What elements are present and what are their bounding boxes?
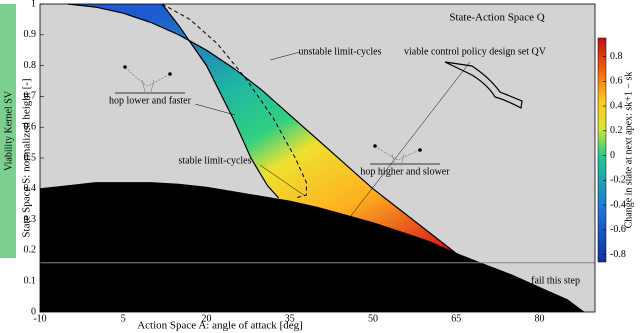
- colorbar-tick-label: 0.6: [610, 76, 623, 87]
- y-tick-label: 0.7: [24, 91, 37, 102]
- colorbar: [597, 37, 607, 263]
- infeasible-region: [40, 182, 595, 312]
- annotation: stable limit-cycles: [178, 155, 251, 166]
- annotation: hop higher and slower: [360, 166, 450, 177]
- viability-bar: [0, 4, 16, 258]
- x-tick-label: 80: [535, 313, 545, 324]
- colorbar-tick-label: -0.4: [610, 199, 626, 210]
- viable-region: [67, 4, 468, 262]
- y-tick-label: 0.4: [24, 183, 37, 194]
- viable-boundary: [67, 3, 468, 262]
- annotation-leader: [259, 164, 306, 197]
- x-tick-label: 35: [285, 313, 295, 324]
- annotation: infeasible state-action pair: [62, 286, 168, 297]
- hop-mass: [418, 148, 422, 152]
- y-tick-label: 0.8: [24, 60, 37, 71]
- colorbar-label: Change in state at next apex: sk+1 − sk: [623, 72, 634, 229]
- x-axis-label: Action Space A: angle of attack [deg]: [137, 320, 303, 332]
- plot-frame: [39, 3, 596, 313]
- annotation: hop lower and faster: [109, 95, 192, 106]
- policy-set: [444, 61, 523, 109]
- x-tick-label: -10: [33, 313, 46, 324]
- colorbar-tick-label: -0.8: [610, 249, 626, 260]
- annotation-leader: [194, 103, 236, 116]
- colorbar-tick-label: 0: [610, 150, 615, 161]
- y-tick-label: 0.5: [24, 152, 37, 163]
- unstable-curve: [161, 3, 307, 199]
- x-tick-label: 65: [451, 313, 461, 324]
- y-tick-label: 0.9: [24, 29, 37, 40]
- y-tick-label: 0.2: [24, 245, 37, 256]
- x-tick-label: 20: [202, 313, 212, 324]
- annotation-leader: [339, 61, 471, 231]
- hop-mass: [168, 72, 172, 76]
- colorbar-tick-label: -0.2: [610, 175, 626, 186]
- y-tick-label: 1: [31, 0, 36, 9]
- annotation: fail this step: [531, 275, 580, 286]
- hop-leg: [141, 79, 155, 93]
- annotation: viable control policy design set QV: [404, 46, 547, 57]
- colorbar-tick-label: 0.4: [610, 100, 623, 111]
- x-tick-label: 5: [121, 313, 126, 324]
- annotation-leader: [269, 51, 301, 61]
- y-tick-label: 0: [31, 306, 36, 317]
- side-label: Viability Kernel SV: [3, 90, 14, 171]
- infeasible-boundary: [39, 182, 585, 313]
- y-tick-label: 0.3: [24, 214, 37, 225]
- hop-mass: [123, 65, 127, 69]
- y-tick-label: 0.1: [24, 275, 37, 286]
- y-tick-label: 0.6: [24, 121, 37, 132]
- colorbar-tick-label: -0.6: [610, 224, 626, 235]
- colorbar-tick-label: 0.8: [610, 51, 623, 62]
- hop-mass: [373, 144, 377, 148]
- hop-leg: [391, 153, 405, 167]
- hop-icon: [374, 145, 421, 161]
- colorbar-tick-label: 0.2: [610, 125, 623, 136]
- hop-icon: [124, 66, 171, 87]
- x-tick-label: 50: [368, 313, 378, 324]
- chart-title: State-Action Space Q: [449, 12, 544, 24]
- annotation: unstable limit-cycles: [298, 46, 381, 57]
- stable-boundary: [161, 3, 280, 199]
- y-axis-label: State Space S: normalized height [-]: [21, 78, 33, 237]
